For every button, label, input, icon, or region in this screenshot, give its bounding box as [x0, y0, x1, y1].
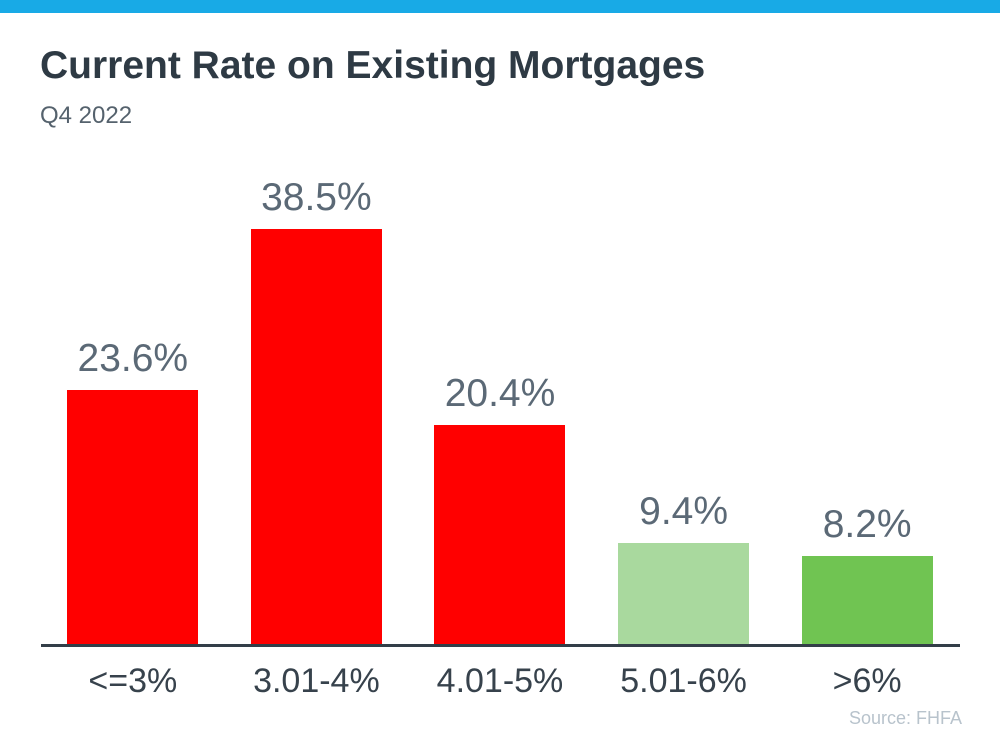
source-note: Source: FHFA	[848, 708, 962, 728]
x-axis-label: 4.01-5%	[436, 662, 564, 700]
top-accent-bar	[0, 0, 1000, 13]
bar-value-label: 20.4%	[444, 372, 556, 416]
bar-column: 20.4%	[408, 150, 592, 645]
bar-column: 38.5%	[225, 150, 409, 645]
chart-title: Current Rate on Existing Mortgages	[40, 44, 706, 87]
x-axis-label: 5.01-6%	[620, 662, 747, 700]
bar-column: 8.2%	[775, 150, 959, 645]
x-axis-label: >6%	[832, 662, 902, 700]
bar-chart: 23.6% 38.5% 20.4% 9.4% 8.2%	[41, 150, 959, 645]
bar-value-label: 9.4%	[639, 490, 729, 534]
bar	[67, 390, 199, 645]
bar-value-label: 38.5%	[261, 176, 372, 220]
bar-value-label: 8.2%	[822, 503, 912, 547]
chart-subtitle: Q4 2022	[40, 101, 133, 129]
bar	[434, 425, 566, 645]
chart-header: Current Rate on Existing Mortgages Q4 20…	[40, 44, 705, 130]
bar	[618, 543, 750, 645]
bar	[250, 229, 382, 645]
bar-value-label: 23.6%	[77, 337, 189, 381]
x-axis-label: <=3%	[88, 662, 178, 700]
bar	[801, 556, 933, 645]
x-axis-label: 3.01-4%	[253, 662, 380, 700]
x-axis-labels: <=3% 3.01-4% 4.01-5% 5.01-6% >6%	[41, 662, 959, 701]
bar-column: 9.4%	[592, 150, 776, 645]
bar-column: 23.6%	[41, 150, 225, 645]
x-axis-line	[41, 644, 960, 647]
